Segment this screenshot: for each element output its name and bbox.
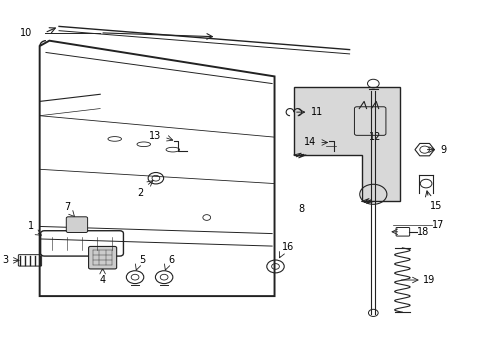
Text: 18: 18 xyxy=(417,227,429,237)
Text: 13: 13 xyxy=(149,131,162,141)
Text: 1: 1 xyxy=(28,221,34,231)
Text: 6: 6 xyxy=(168,255,174,265)
Text: 14: 14 xyxy=(304,138,316,148)
Text: 8: 8 xyxy=(298,203,304,213)
Text: 3: 3 xyxy=(2,255,9,265)
Polygon shape xyxy=(293,87,400,202)
Text: 15: 15 xyxy=(429,201,442,211)
FancyBboxPatch shape xyxy=(66,217,87,233)
Text: 12: 12 xyxy=(368,132,381,142)
Text: 4: 4 xyxy=(100,275,105,285)
Text: 11: 11 xyxy=(310,107,323,117)
Text: 5: 5 xyxy=(139,255,145,265)
Text: 9: 9 xyxy=(440,145,446,155)
Text: 16: 16 xyxy=(282,242,294,252)
Text: 19: 19 xyxy=(422,275,434,285)
Text: 17: 17 xyxy=(431,220,444,230)
Text: 7: 7 xyxy=(64,202,70,212)
Text: 10: 10 xyxy=(20,28,32,38)
Text: 2: 2 xyxy=(137,188,143,198)
FancyBboxPatch shape xyxy=(88,247,117,269)
